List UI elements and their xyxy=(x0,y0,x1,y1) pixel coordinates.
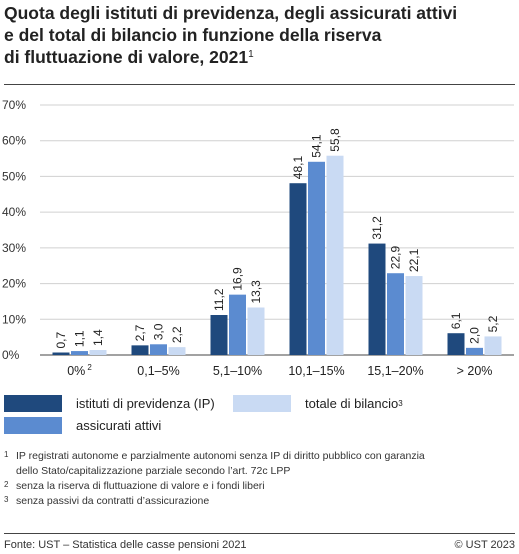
bar-2-5 xyxy=(484,336,502,355)
bar-2-3 xyxy=(326,155,344,355)
data-label: 22,1 xyxy=(407,248,421,272)
bar-1-5 xyxy=(466,347,483,355)
data-label: 48,1 xyxy=(291,156,305,180)
legend-label-ip: istituti di previdenza (IP) xyxy=(76,396,215,411)
bar-2-0 xyxy=(89,350,107,355)
title-line-1: Quota degli istituti di previdenza, degl… xyxy=(4,3,458,23)
legend: istituti di previdenza (IP) totale di bi… xyxy=(0,392,519,436)
y-tick-label: 20% xyxy=(2,277,26,291)
data-label: 16,9 xyxy=(231,267,245,291)
legend-item-bilancio: totale di bilancio 3 xyxy=(233,395,403,412)
data-label: 5,2 xyxy=(486,315,500,332)
data-label: 6,1 xyxy=(449,312,463,329)
bar-1-4 xyxy=(387,273,404,355)
footer: Fonte: UST – Statistica delle casse pens… xyxy=(4,539,515,551)
legend-swatch-assicurati xyxy=(4,417,62,434)
footnotes: 1 IP registrati autonome e parzialmente a… xyxy=(4,449,514,509)
footnote-1-cont: dello Stato/capitalizzazione parziale se… xyxy=(16,465,291,477)
x-tick-label: 0,1–5% xyxy=(137,364,179,378)
y-tick-label: 70% xyxy=(2,98,26,112)
legend-label-bilancio: totale di bilancio xyxy=(305,396,399,411)
data-label: 2,7 xyxy=(133,324,147,341)
bar-0-3 xyxy=(289,183,307,355)
footnote-1: 1 IP registrati autonome e parzialmente a… xyxy=(4,450,425,462)
bar-0-0 xyxy=(52,352,70,355)
data-label: 31,2 xyxy=(370,216,384,240)
bar-1-2 xyxy=(229,294,246,355)
title-line-2: e del total di bilancio in funzione dell… xyxy=(4,25,382,45)
footnote-3: 3 senza passivi da contratti d’assicurazi… xyxy=(4,495,210,507)
y-tick-label: 30% xyxy=(2,241,26,255)
x-tick-label: 5,1–10% xyxy=(213,364,262,378)
x-tick-label: > 20% xyxy=(457,364,493,378)
bar-0-1 xyxy=(131,345,149,355)
data-label: 1,4 xyxy=(91,329,105,346)
x-tick-label: 15,1–20% xyxy=(367,364,423,378)
y-tick-label: 10% xyxy=(2,312,26,326)
y-tick-label: 50% xyxy=(2,169,26,183)
bar-1-1 xyxy=(150,344,167,355)
data-label: 54,1 xyxy=(310,134,324,158)
bar-0-4 xyxy=(368,243,386,355)
legend-item-ip: istituti di previdenza (IP) xyxy=(4,395,215,412)
bar-0-5 xyxy=(447,333,465,355)
bar-chart: 0% 10% 20% 30% 40% 50% 60% 70% 0,7 1,1 1,4 0% 2 2,7 3,… xyxy=(2,98,514,378)
bar-1-3 xyxy=(308,161,325,355)
bar-2-2 xyxy=(247,307,265,355)
title-line-3: di fluttuazione di valore, 20211 xyxy=(4,47,254,67)
title-footnote-ref: 1 xyxy=(248,49,254,60)
data-label: 3,0 xyxy=(152,323,166,340)
data-label: 0,7 xyxy=(54,331,68,348)
legend-swatch-bilancio xyxy=(233,395,291,412)
x-tick-label: 0% 2 xyxy=(67,363,92,378)
y-tick-label: 0% xyxy=(2,348,20,362)
legend-item-assicurati: assicurati attivi xyxy=(4,417,161,434)
data-label: 1,1 xyxy=(73,330,87,347)
data-label: 2,2 xyxy=(170,326,184,343)
data-label: 22,9 xyxy=(389,246,403,270)
copyright-text: © UST 2023 xyxy=(454,539,516,551)
chart-title: Quota degli istituti di previdenza, degl… xyxy=(4,2,514,68)
footer-divider xyxy=(4,533,515,534)
bar-2-1 xyxy=(168,347,186,355)
bar-0-2 xyxy=(210,315,228,355)
data-label: 13,3 xyxy=(249,280,263,304)
bar-2-4 xyxy=(405,276,423,355)
data-label: 2,0 xyxy=(468,327,482,344)
legend-footnote-bilancio: 3 xyxy=(398,399,403,408)
bar-1-0 xyxy=(71,351,88,355)
data-label: 11,2 xyxy=(212,288,226,311)
y-tick-label: 40% xyxy=(2,205,26,219)
y-tick-label: 60% xyxy=(2,134,26,148)
legend-swatch-ip xyxy=(4,395,62,412)
source-text: Fonte: UST – Statistica delle casse pens… xyxy=(4,539,247,551)
footnote-2: 2 senza la riserva di fluttuazione di val… xyxy=(4,480,265,492)
title-divider xyxy=(4,84,515,85)
legend-label-assicurati: assicurati attivi xyxy=(76,418,162,433)
x-tick-label: 10,1–15% xyxy=(288,364,344,378)
data-label: 55,8 xyxy=(328,128,342,152)
